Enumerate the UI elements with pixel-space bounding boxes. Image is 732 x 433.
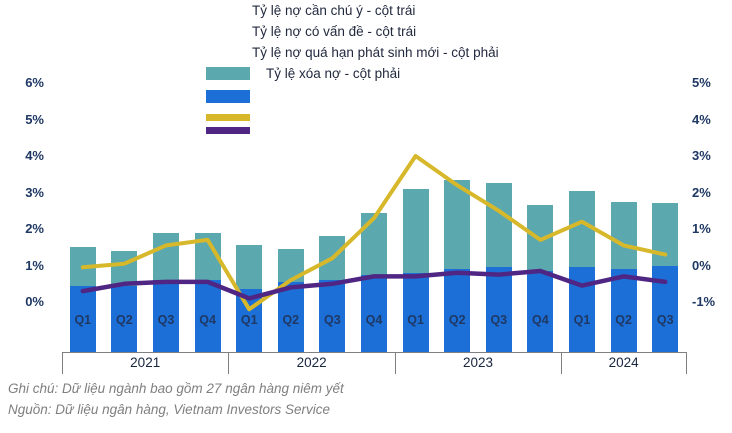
quarter-label-4: Q1 xyxy=(240,313,258,327)
quarter-label-12: Q1 xyxy=(573,313,591,327)
year-label-2024: 2024 xyxy=(608,355,639,370)
quarter-label-3: Q4 xyxy=(199,313,216,327)
left-tick-3%: 3% xyxy=(25,184,44,200)
problem-loan-bar-Q4-11 xyxy=(527,271,554,352)
quarter-label-8: Q1 xyxy=(407,313,424,327)
quarter-label-9: Q2 xyxy=(448,313,466,327)
legend-item-write-off: Tỷ lệ xóa nợ - cột phải xyxy=(266,66,401,81)
legend-item-special-mention: Tỷ lệ nợ cần chú ý - cột trái xyxy=(252,3,416,18)
right-tick-4%: 4% xyxy=(692,111,711,127)
left-tick-0%: 0% xyxy=(25,294,44,309)
year-separator xyxy=(561,352,563,374)
quarter-label-13: Q2 xyxy=(615,313,632,327)
right-tick-1%: 1% xyxy=(692,221,711,236)
legend-item-new-overdue: Tỷ lệ nợ quá hạn phát sinh mới - cột phả… xyxy=(252,45,499,60)
x-axis-line xyxy=(62,352,686,353)
legend-item-problem-loans: Tỷ lệ nợ có vấn đề - cột trái xyxy=(252,24,417,39)
quarter-label-1: Q2 xyxy=(116,313,133,327)
right-tick-5%: 5% xyxy=(692,75,711,90)
quarter-label-7: Q4 xyxy=(365,313,383,327)
quarter-label-10: Q3 xyxy=(490,313,508,327)
problem-loan-bar-Q1-12 xyxy=(569,267,595,352)
footnote-note: Ghi chú: Dữ liệu ngành bao gồm 27 ngân h… xyxy=(8,381,344,396)
legend-marker-blue-bar xyxy=(206,90,250,103)
year-separator xyxy=(228,352,230,374)
left-tick-1%: 1% xyxy=(25,257,44,273)
quarter-label-11: Q4 xyxy=(532,313,549,327)
legend-marker-teal-bar xyxy=(206,67,250,80)
year-separator xyxy=(686,352,687,374)
quarter-label-6: Q3 xyxy=(324,313,341,327)
right-tick-2%: 2% xyxy=(692,184,711,200)
quarter-label-14: Q3 xyxy=(656,313,674,327)
right-tick-0%: 0% xyxy=(692,257,711,273)
problem-loan-bar-Q3-14 xyxy=(652,265,679,352)
problem-loan-bar-Q2-9 xyxy=(444,269,471,352)
footnote-source: Nguồn: Dữ liệu ngân hàng, Vietnam Invest… xyxy=(8,402,330,417)
problem-loan-bar-Q2-13 xyxy=(610,269,637,352)
legend-marker-purple-line xyxy=(206,127,250,134)
year-label-2022: 2022 xyxy=(296,355,327,370)
legend-marker-yellow-line xyxy=(206,114,250,121)
year-separator xyxy=(62,352,63,374)
quarter-label-2: Q3 xyxy=(157,313,175,327)
quarter-label-0: Q1 xyxy=(74,313,92,327)
right-tick--1%: -1% xyxy=(692,294,716,309)
year-label-2021: 2021 xyxy=(130,355,161,370)
left-tick-4%: 4% xyxy=(25,148,44,163)
left-tick-5%: 5% xyxy=(25,111,44,127)
left-tick-6%: 6% xyxy=(25,75,44,90)
year-label-2023: 2023 xyxy=(462,355,494,370)
quarter-label-5: Q2 xyxy=(282,313,300,327)
right-tick-3%: 3% xyxy=(692,148,711,163)
left-tick-2%: 2% xyxy=(25,221,44,236)
problem-loan-bar-Q3-10 xyxy=(485,267,512,352)
year-separator xyxy=(394,352,396,374)
